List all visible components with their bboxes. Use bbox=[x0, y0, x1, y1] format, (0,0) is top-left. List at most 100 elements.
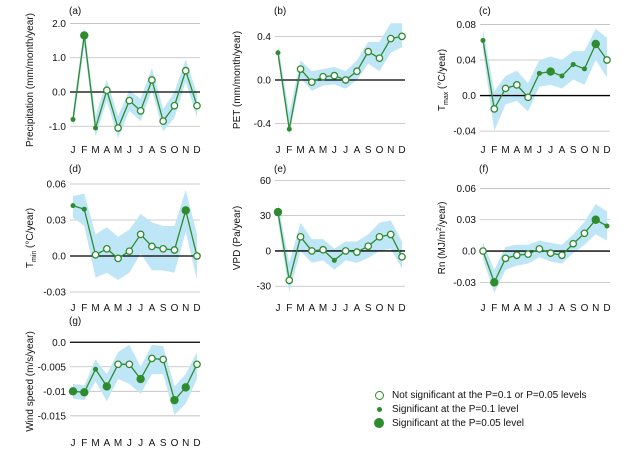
legend-item-not-significant: Not significant at the P=0.1 or P=0.05 l… bbox=[371, 388, 587, 402]
x-tick-label: J bbox=[537, 303, 542, 314]
open-circle-marker-icon bbox=[374, 390, 384, 400]
y-tick-label: 0.0 bbox=[52, 252, 66, 263]
x-tick-label: O bbox=[376, 303, 384, 314]
x-tick-label: A bbox=[149, 303, 156, 314]
x-tick-label: O bbox=[171, 438, 179, 449]
y-tick-label: 0.08 bbox=[457, 20, 477, 31]
x-tick-label: J bbox=[71, 303, 76, 314]
x-tick-label: S bbox=[365, 303, 372, 314]
data-point-significant-p005 bbox=[80, 388, 89, 397]
x-tick-label: M bbox=[524, 303, 532, 314]
data-point-not-significant bbox=[512, 81, 521, 89]
data-point-not-significant bbox=[501, 84, 510, 93]
data-point-not-significant bbox=[341, 76, 350, 84]
panel-label: (e) bbox=[274, 164, 286, 175]
data-point-not-significant bbox=[285, 276, 294, 285]
x-tick-label: J bbox=[481, 145, 486, 156]
x-tick-label: S bbox=[160, 438, 167, 449]
data-point-significant-p005 bbox=[273, 207, 283, 217]
y-tick-label: -0.005 bbox=[38, 362, 67, 373]
data-point-not-significant bbox=[353, 248, 361, 256]
data-point-not-significant bbox=[569, 239, 578, 248]
x-tick-label: A bbox=[149, 438, 156, 449]
x-tick-label: J bbox=[548, 303, 553, 314]
data-point-not-significant bbox=[603, 56, 611, 64]
data-point-not-significant bbox=[364, 47, 373, 56]
y-tick-label: 2.0 bbox=[52, 19, 66, 30]
y-tick-label: 0.06 bbox=[47, 180, 67, 191]
data-point-not-significant bbox=[341, 247, 350, 255]
x-tick-label: A bbox=[103, 303, 110, 314]
data-point-significant-p005 bbox=[181, 383, 190, 392]
y-tick-label: 0.0 bbox=[52, 88, 66, 99]
data-point-significant-p01 bbox=[331, 257, 337, 263]
data-point-not-significant bbox=[546, 249, 555, 257]
data-point-significant-p005 bbox=[181, 206, 190, 215]
x-tick-label: A bbox=[103, 438, 110, 449]
y-axis-label: VPD (Pa/year) bbox=[232, 206, 243, 270]
y-tick-label: 0 bbox=[265, 246, 271, 257]
x-tick-label: S bbox=[160, 303, 167, 314]
data-point-significant-p01 bbox=[536, 70, 542, 76]
x-tick-label: J bbox=[138, 145, 143, 156]
data-point-not-significant bbox=[296, 232, 305, 241]
x-tick-label: J bbox=[481, 303, 486, 314]
panel-c: -0.040.00.040.08J F M A M J J A S O N D(c)Tmax (°C/… bbox=[437, 6, 611, 156]
data-point-not-significant bbox=[375, 54, 384, 63]
data-point-not-significant bbox=[558, 251, 566, 260]
y-tick-label: 0.06 bbox=[457, 184, 477, 195]
data-point-not-significant bbox=[170, 101, 179, 110]
panel-b: -0.40.00.4J F M A M J J A S O N D(b)PET (mm/month/y… bbox=[232, 6, 406, 156]
data-point-significant-p01 bbox=[70, 116, 76, 122]
data-point-not-significant bbox=[114, 254, 122, 263]
x-tick-label: J bbox=[332, 303, 337, 314]
y-tick-label: 60 bbox=[260, 176, 272, 187]
data-point-significant-p005 bbox=[80, 31, 89, 40]
data-point-not-significant bbox=[159, 117, 168, 125]
y-axis-label: PET (mm/month/year) bbox=[232, 31, 243, 129]
data-point-not-significant bbox=[479, 247, 487, 255]
x-tick-label: O bbox=[581, 303, 589, 314]
legend: Not significant at the P=0.1 or P=0.05 l… bbox=[371, 388, 587, 430]
large-dot-marker-icon bbox=[374, 418, 384, 428]
data-point-not-significant bbox=[159, 355, 168, 364]
panel-label: (c) bbox=[479, 6, 491, 17]
data-point-not-significant bbox=[102, 86, 111, 95]
x-tick-label: D bbox=[193, 438, 200, 449]
data-point-not-significant bbox=[319, 72, 327, 81]
x-tick-label: J bbox=[332, 145, 337, 156]
data-point-not-significant bbox=[170, 246, 179, 254]
x-tick-label: A bbox=[354, 145, 361, 156]
data-point-not-significant bbox=[524, 250, 532, 259]
x-tick-label: M bbox=[296, 145, 304, 156]
data-point-significant-p01 bbox=[93, 125, 99, 131]
x-tick-label: M bbox=[114, 303, 122, 314]
panel-a: -1.00.01.02.0J F M A M J J A S O N D(a)Precipitatio… bbox=[25, 6, 201, 156]
data-point-not-significant bbox=[125, 247, 134, 256]
x-tick-label: M bbox=[524, 145, 532, 156]
y-axis-label: Tmin (°C/year) bbox=[25, 208, 38, 268]
x-tick-label: N bbox=[592, 303, 599, 314]
data-point-not-significant bbox=[193, 252, 201, 260]
y-tick-label: 0.04 bbox=[457, 56, 477, 67]
x-tick-label: F bbox=[81, 303, 87, 314]
y-tick-label: 0.03 bbox=[47, 216, 67, 227]
x-tick-label: F bbox=[286, 303, 292, 314]
x-tick-label: J bbox=[71, 438, 76, 449]
data-point-not-significant bbox=[159, 244, 168, 253]
data-point-significant-p01 bbox=[559, 73, 565, 79]
x-tick-label: A bbox=[149, 145, 156, 156]
data-point-not-significant bbox=[319, 245, 327, 254]
y-tick-label: 0.03 bbox=[457, 215, 477, 226]
panel-label: (g) bbox=[69, 316, 81, 327]
x-tick-label: M bbox=[114, 438, 122, 449]
data-point-not-significant bbox=[114, 360, 122, 369]
x-tick-label: A bbox=[513, 303, 520, 314]
data-point-not-significant bbox=[193, 360, 201, 369]
y-tick-label: 1.0 bbox=[52, 53, 66, 64]
x-tick-label: F bbox=[491, 303, 497, 314]
data-point-not-significant bbox=[512, 251, 521, 260]
x-tick-label: O bbox=[376, 145, 384, 156]
data-point-significant-p005 bbox=[136, 374, 145, 384]
